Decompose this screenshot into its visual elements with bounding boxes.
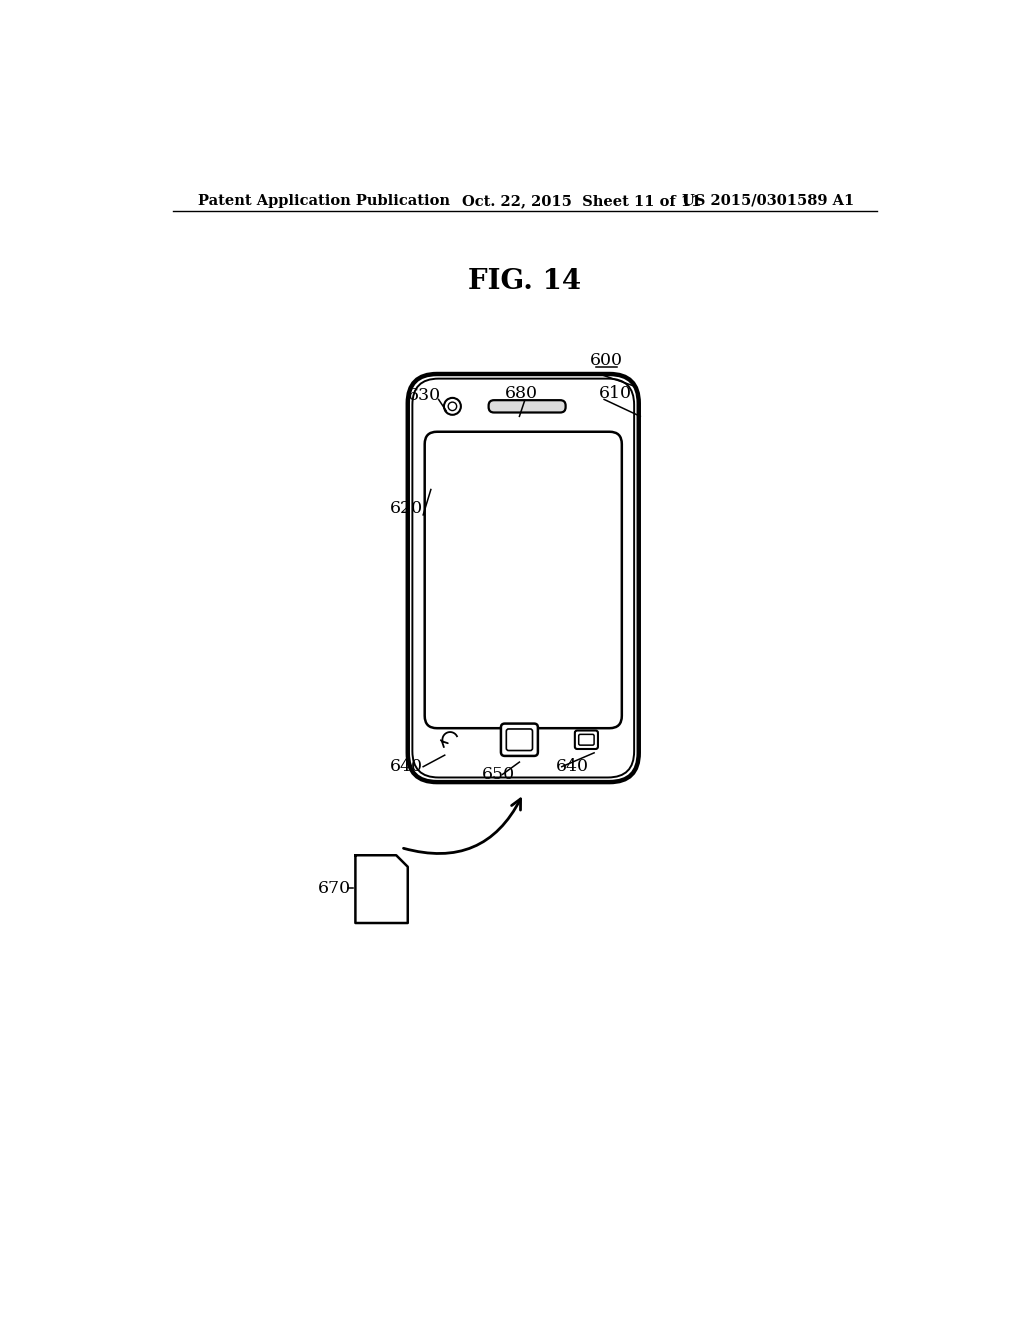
- FancyBboxPatch shape: [425, 432, 622, 729]
- Text: Oct. 22, 2015  Sheet 11 of 11: Oct. 22, 2015 Sheet 11 of 11: [462, 194, 701, 207]
- Text: US 2015/0301589 A1: US 2015/0301589 A1: [682, 194, 854, 207]
- Text: FIG. 14: FIG. 14: [468, 268, 582, 296]
- Text: 620: 620: [390, 500, 423, 517]
- Text: 670: 670: [318, 880, 351, 896]
- FancyBboxPatch shape: [574, 730, 598, 748]
- Text: 630: 630: [409, 387, 441, 404]
- Text: 640: 640: [556, 758, 589, 775]
- Text: Patent Application Publication: Patent Application Publication: [199, 194, 451, 207]
- Text: 600: 600: [590, 352, 623, 370]
- Text: 680: 680: [505, 384, 538, 401]
- FancyBboxPatch shape: [408, 374, 639, 781]
- FancyBboxPatch shape: [488, 400, 565, 412]
- FancyBboxPatch shape: [506, 729, 532, 751]
- FancyBboxPatch shape: [579, 734, 594, 744]
- Text: 650: 650: [482, 766, 515, 783]
- FancyBboxPatch shape: [413, 379, 634, 777]
- FancyBboxPatch shape: [501, 723, 538, 756]
- Text: 640: 640: [390, 758, 423, 775]
- Text: 610: 610: [599, 384, 632, 401]
